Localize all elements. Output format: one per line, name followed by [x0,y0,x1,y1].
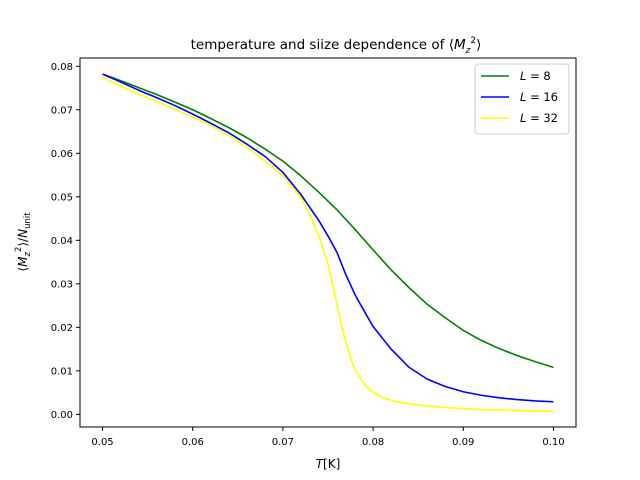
x-axis-label: T[K] [316,457,341,471]
plot-frame [79,57,577,428]
legend-box [474,63,570,135]
y-tick-label: 0.07 [51,105,73,116]
y-tick-label: 0.05 [51,192,73,203]
y-axis-ticks: 0.00 0.01 0.02 0.03 0.04 0.05 0.06 0.07 0.08 [51,62,80,421]
x-tick-label: 0.08 [362,437,384,448]
legend-label-3: L = 32 [520,111,558,125]
series-line-2 [102,73,554,403]
y-tick-label: 0.06 [51,149,73,160]
y-tick-label: 0.02 [51,323,73,334]
x-tick-label: 0.05 [91,437,113,448]
y-tick-label: 0.01 [51,366,73,377]
series-line-3 [102,76,554,413]
legend-label-1: L = 8 [520,69,551,83]
y-axis-label: ⟨Mz2⟩/Nunit [14,212,33,272]
legend-label-2: L = 16 [520,90,558,104]
series-line-1 [102,73,554,369]
legend: L = 8 L = 16 L = 32 [474,63,570,135]
y-tick-label: 0.03 [51,279,73,290]
y-tick-label: 0.00 [51,410,73,421]
x-tick-label: 0.10 [542,437,564,448]
y-tick-label: 0.08 [51,62,73,73]
x-tick-label: 0.09 [452,437,474,448]
plot-lines [102,73,554,413]
x-tick-label: 0.06 [182,437,204,448]
x-axis-ticks: 0.05 0.06 0.07 0.08 0.09 0.10 [91,427,565,448]
x-tick-label: 0.07 [272,437,294,448]
y-tick-label: 0.04 [51,236,73,247]
chart-title: temperature and siize dependence of ⟨Mz2… [191,36,482,56]
